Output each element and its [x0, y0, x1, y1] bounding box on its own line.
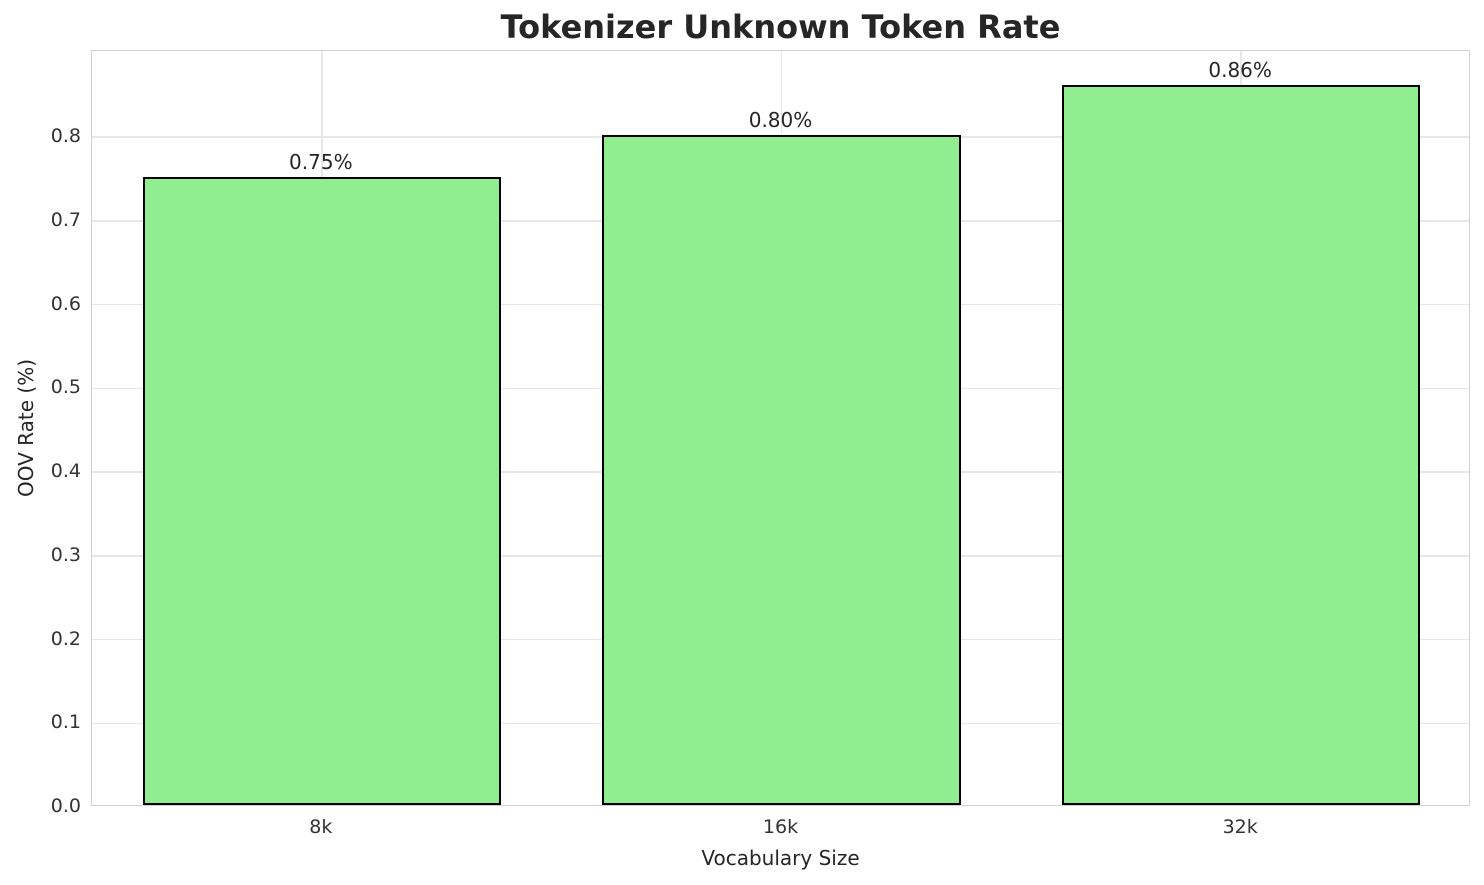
y-tick-label: 0.8 — [50, 125, 81, 148]
y-tick-label: 0.7 — [50, 208, 81, 231]
y-tick-label: 0.6 — [50, 292, 81, 315]
y-tick-label: 0.0 — [50, 795, 81, 817]
chart-title: Tokenizer Unknown Token Rate — [500, 8, 1061, 46]
x-axis-label: Vocabulary Size — [701, 846, 860, 870]
x-tick-label: 16k — [762, 816, 799, 838]
plot-area — [91, 50, 1470, 806]
y-tick-label: 0.5 — [50, 376, 81, 399]
bar — [1061, 85, 1421, 805]
x-tick-label: 8k — [309, 816, 333, 838]
x-tick-label: 32k — [1222, 816, 1258, 838]
bar — [602, 135, 961, 805]
bar-value-label: 0.75% — [289, 150, 353, 175]
bar-value-label: 0.86% — [1208, 58, 1272, 82]
bar-value-label: 0.80% — [748, 108, 813, 133]
y-tick-label: 0.1 — [50, 711, 81, 734]
y-tick-label: 0.4 — [50, 460, 81, 483]
y-tick-label: 0.2 — [50, 627, 81, 650]
y-tick-label: 0.3 — [50, 543, 81, 566]
bar — [142, 177, 502, 805]
